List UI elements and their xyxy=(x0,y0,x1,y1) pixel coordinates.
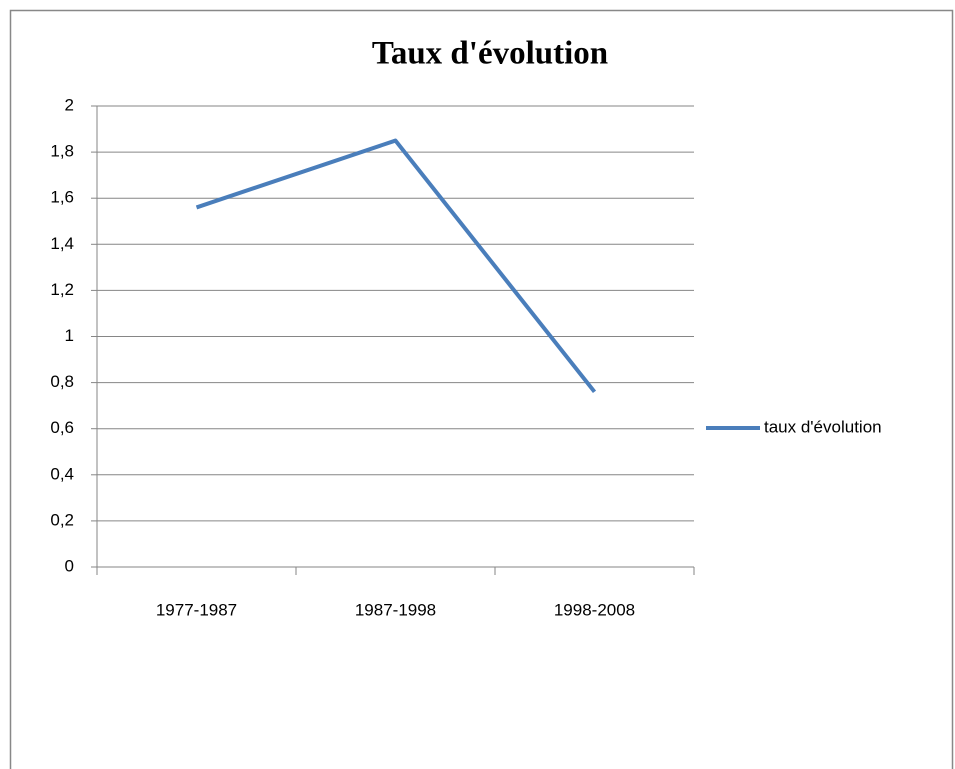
x-tick-label: 1987-1998 xyxy=(355,600,436,619)
legend-label: taux d'évolution xyxy=(764,417,882,436)
y-tick-label: 0,6 xyxy=(50,418,74,437)
y-tick-label: 1,2 xyxy=(50,280,74,299)
x-tick-label: 1998-2008 xyxy=(554,600,635,619)
y-tick-label: 1,4 xyxy=(50,234,74,253)
y-tick-label: 1,6 xyxy=(50,188,74,207)
series-line xyxy=(195,138,597,394)
y-tick-label: 1,8 xyxy=(50,142,74,161)
y-tick-label: 0,2 xyxy=(50,510,74,529)
x-tick-label: 1977-1987 xyxy=(156,600,237,619)
y-tick-label: 0,8 xyxy=(50,372,74,391)
chart-title: Taux d'évolution xyxy=(372,36,608,72)
y-tick-label: 0,4 xyxy=(50,464,74,483)
y-tick-label: 0 xyxy=(65,556,74,575)
y-tick-label: 1 xyxy=(65,326,74,345)
y-tick-label: 2 xyxy=(65,95,74,114)
chart-frame xyxy=(9,9,954,769)
